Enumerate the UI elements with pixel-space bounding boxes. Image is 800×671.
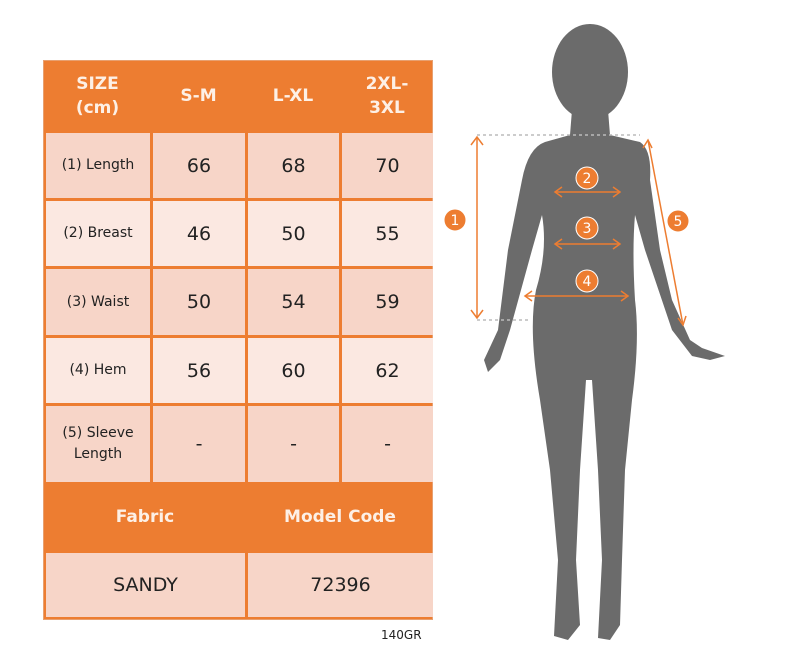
cell-text: 56 [186,359,212,382]
cell-text: 68 [281,154,306,177]
cell-text: - [384,433,391,455]
measure-marker-label: 5 [674,214,683,230]
cell-text: 2XL- [365,74,409,94]
value-cell: - [153,406,245,482]
cell-text: 66 [186,154,212,177]
measure-marker [443,208,467,232]
cell-text: Fabric [115,507,175,527]
cell-text: - [195,433,203,455]
cell-text: (5) Sleeve [62,425,134,441]
header-cell: S-M [151,61,246,131]
measure-marker [666,209,690,233]
row-label: (5) Sleeve Length [46,406,150,482]
cell-text: (2) Breast [63,225,133,241]
cell-text: (1) Length [61,157,135,173]
cell-text: - [290,433,297,455]
cell-text: SANDY [113,574,178,596]
measure-marker-label: 4 [583,274,592,290]
cell-text: 62 [375,359,400,382]
value-cell: 59 [342,269,433,335]
footer-value-cell: 72396 [248,553,433,617]
cell-text: 3XL [369,98,405,118]
cell-text: 59 [375,291,400,313]
cell-text: 54 [281,291,306,313]
value-cell: 68 [248,133,339,198]
cell-text: SIZE [76,74,119,94]
footer-header-cell: Model Code [246,483,434,551]
row-label: (2) Breast [46,201,150,266]
footer-header-cell: Fabric [44,483,246,551]
cell-text: 50 [186,291,212,313]
value-cell: 66 [153,133,245,198]
value-cell: 46 [153,201,245,266]
value-cell: 50 [153,269,245,335]
measure-marker [575,269,599,293]
fabric-weight-note: 140GR [381,628,422,642]
sleeve-arrow [647,139,684,326]
measure-marker-label: 2 [583,171,592,187]
row-label: (4) Hem [46,338,150,403]
cell-text: S-M [180,86,217,106]
value-cell: 56 [153,338,245,403]
header-cell: 2XL- 3XL [340,61,434,131]
value-cell: - [342,406,433,482]
row-label: (3) Waist [46,269,150,335]
value-cell: 55 [342,201,433,266]
cell-text: (4) Hem [69,362,127,378]
cell-text: 70 [375,154,400,177]
size-chart-table: SIZE (cm) S-M L-XL 2XL- 3XL (1) Length 66 68 70 (2… [43,60,433,620]
cell-text: 50 [281,222,306,245]
measure-marker-label: 3 [583,221,592,237]
body-silhouette-figure: 1 2 3 4 5 [443,24,725,640]
cell-text: 60 [281,359,306,382]
value-cell: 60 [248,338,339,403]
cell-text: Model Code [284,507,396,527]
cell-text: (cm) [75,98,120,118]
footer-value-cell: SANDY [46,553,245,617]
cell-text: 55 [375,222,400,245]
header-cell: SIZE (cm) [44,61,151,131]
header-cell: L-XL [246,61,340,131]
value-cell: 62 [342,338,433,403]
value-cell: 50 [248,201,339,266]
cell-text: 72396 [310,574,371,596]
measure-marker-label: 1 [451,213,460,229]
row-label: (1) Length [46,133,150,198]
measure-marker [575,166,599,190]
cell-text: L-XL [272,86,314,106]
cell-text: Length [73,446,123,462]
measure-marker [575,216,599,240]
silhouette [484,24,725,640]
cell-text: (3) Waist [66,293,130,310]
cell-text: 46 [186,222,212,245]
value-cell: - [248,406,339,482]
value-cell: 54 [248,269,339,335]
value-cell: 70 [342,133,433,198]
